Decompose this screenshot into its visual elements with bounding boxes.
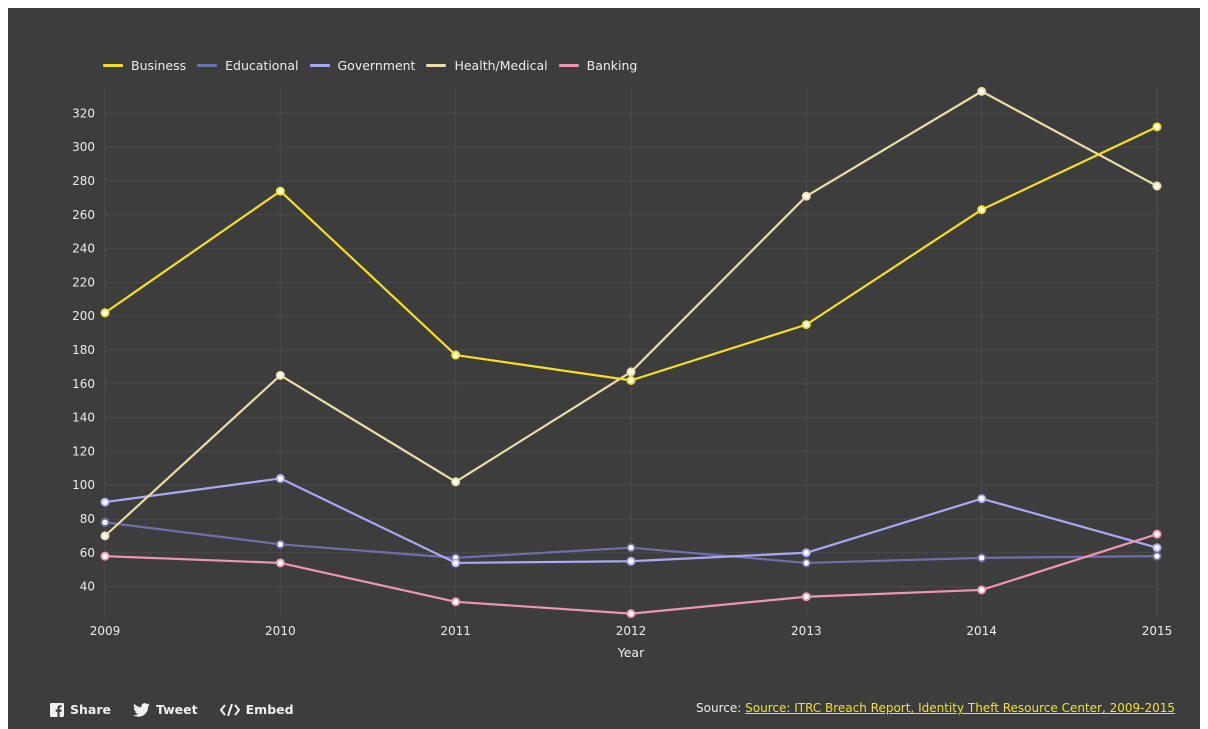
data-point bbox=[626, 556, 636, 566]
data-point bbox=[275, 558, 285, 568]
legend-label: Business bbox=[131, 58, 187, 73]
data-point bbox=[977, 86, 987, 96]
legend-swatch bbox=[426, 64, 447, 67]
facebook-icon bbox=[50, 702, 64, 717]
data-point bbox=[100, 517, 110, 527]
y-tick-label: 280 bbox=[72, 174, 95, 188]
y-tick-label: 40 bbox=[80, 580, 95, 594]
data-point bbox=[100, 497, 110, 507]
data-point bbox=[1152, 122, 1162, 132]
data-point bbox=[977, 585, 987, 595]
source-prefix: Source: bbox=[696, 701, 742, 715]
legend-swatch bbox=[103, 64, 123, 67]
data-point bbox=[275, 539, 285, 549]
y-tick-label: 140 bbox=[72, 411, 95, 425]
data-point bbox=[1152, 551, 1162, 561]
source-link[interactable]: Source: ITRC Breach Report, Identity The… bbox=[745, 701, 1175, 715]
share-button[interactable]: Share bbox=[50, 702, 111, 717]
x-tick-label: 2012 bbox=[616, 624, 647, 638]
y-tick-label: 80 bbox=[80, 512, 95, 526]
footer-actions: Share Tweet Embed bbox=[50, 702, 316, 717]
data-point bbox=[451, 558, 461, 568]
data-point bbox=[801, 558, 811, 568]
legend-label: Health/Medical bbox=[454, 58, 548, 73]
chart-panel bbox=[8, 8, 1200, 729]
data-point bbox=[451, 350, 461, 360]
y-tick-label: 300 bbox=[72, 140, 95, 154]
y-tick-label: 320 bbox=[72, 106, 95, 120]
x-tick-label: 2010 bbox=[265, 624, 296, 638]
data-point bbox=[275, 186, 285, 196]
x-tick-label: 2013 bbox=[791, 624, 822, 638]
legend-swatch bbox=[309, 64, 330, 67]
y-tick-label: 120 bbox=[72, 444, 95, 458]
share-label: Share bbox=[70, 702, 111, 717]
data-point bbox=[801, 191, 811, 201]
x-tick-label: 2014 bbox=[966, 624, 997, 638]
data-point bbox=[275, 473, 285, 483]
twitter-icon bbox=[133, 702, 150, 717]
data-point bbox=[626, 543, 636, 553]
legend-swatch bbox=[197, 64, 218, 67]
x-tick-label: 2011 bbox=[440, 624, 471, 638]
data-point bbox=[451, 477, 461, 487]
x-tick-label: 2009 bbox=[90, 624, 121, 638]
y-tick-label: 60 bbox=[80, 546, 95, 560]
data-point bbox=[977, 553, 987, 563]
source-attribution: Source: Source: ITRC Breach Report, Iden… bbox=[696, 701, 1175, 715]
legend-swatch bbox=[558, 64, 579, 67]
tweet-label: Tweet bbox=[155, 702, 198, 717]
embed-button[interactable]: Embed bbox=[219, 702, 294, 717]
data-point bbox=[100, 531, 110, 541]
code-icon bbox=[219, 703, 240, 716]
y-tick-label: 100 bbox=[72, 478, 95, 492]
y-tick-label: 160 bbox=[72, 377, 95, 391]
y-tick-label: 240 bbox=[72, 242, 95, 256]
legend-item[interactable]: Government bbox=[309, 58, 416, 73]
y-tick-label: 220 bbox=[72, 275, 95, 289]
data-point bbox=[626, 609, 636, 619]
legend-item[interactable]: Business bbox=[103, 58, 186, 73]
x-axis-label: Year bbox=[617, 645, 645, 660]
y-tick-label: 260 bbox=[72, 208, 95, 222]
data-point bbox=[100, 551, 110, 561]
legend-label: Government bbox=[337, 58, 416, 73]
chart-legend: Business Educational Government Health/Medi… bbox=[103, 58, 648, 73]
x-tick-label: 2015 bbox=[1142, 624, 1173, 638]
embed-label: Embed bbox=[245, 702, 294, 717]
data-point bbox=[801, 320, 811, 330]
data-point bbox=[1152, 181, 1162, 191]
data-point bbox=[1152, 543, 1162, 553]
data-point bbox=[626, 367, 636, 377]
legend-label: Banking bbox=[586, 58, 638, 73]
data-point bbox=[977, 205, 987, 215]
data-point bbox=[977, 494, 987, 504]
data-point bbox=[100, 308, 110, 318]
legend-item[interactable]: Health/Medical bbox=[426, 58, 548, 73]
legend-item[interactable]: Educational bbox=[197, 58, 299, 73]
data-point bbox=[801, 592, 811, 602]
legend-label: Educational bbox=[225, 58, 299, 73]
data-point bbox=[451, 597, 461, 607]
tweet-button[interactable]: Tweet bbox=[133, 702, 198, 717]
data-point bbox=[1152, 529, 1162, 539]
y-tick-label: 180 bbox=[72, 343, 95, 357]
data-point bbox=[275, 370, 285, 380]
data-point bbox=[801, 548, 811, 558]
legend-item[interactable]: Banking bbox=[558, 58, 638, 73]
data-point bbox=[626, 375, 636, 385]
y-tick-label: 200 bbox=[72, 309, 95, 323]
